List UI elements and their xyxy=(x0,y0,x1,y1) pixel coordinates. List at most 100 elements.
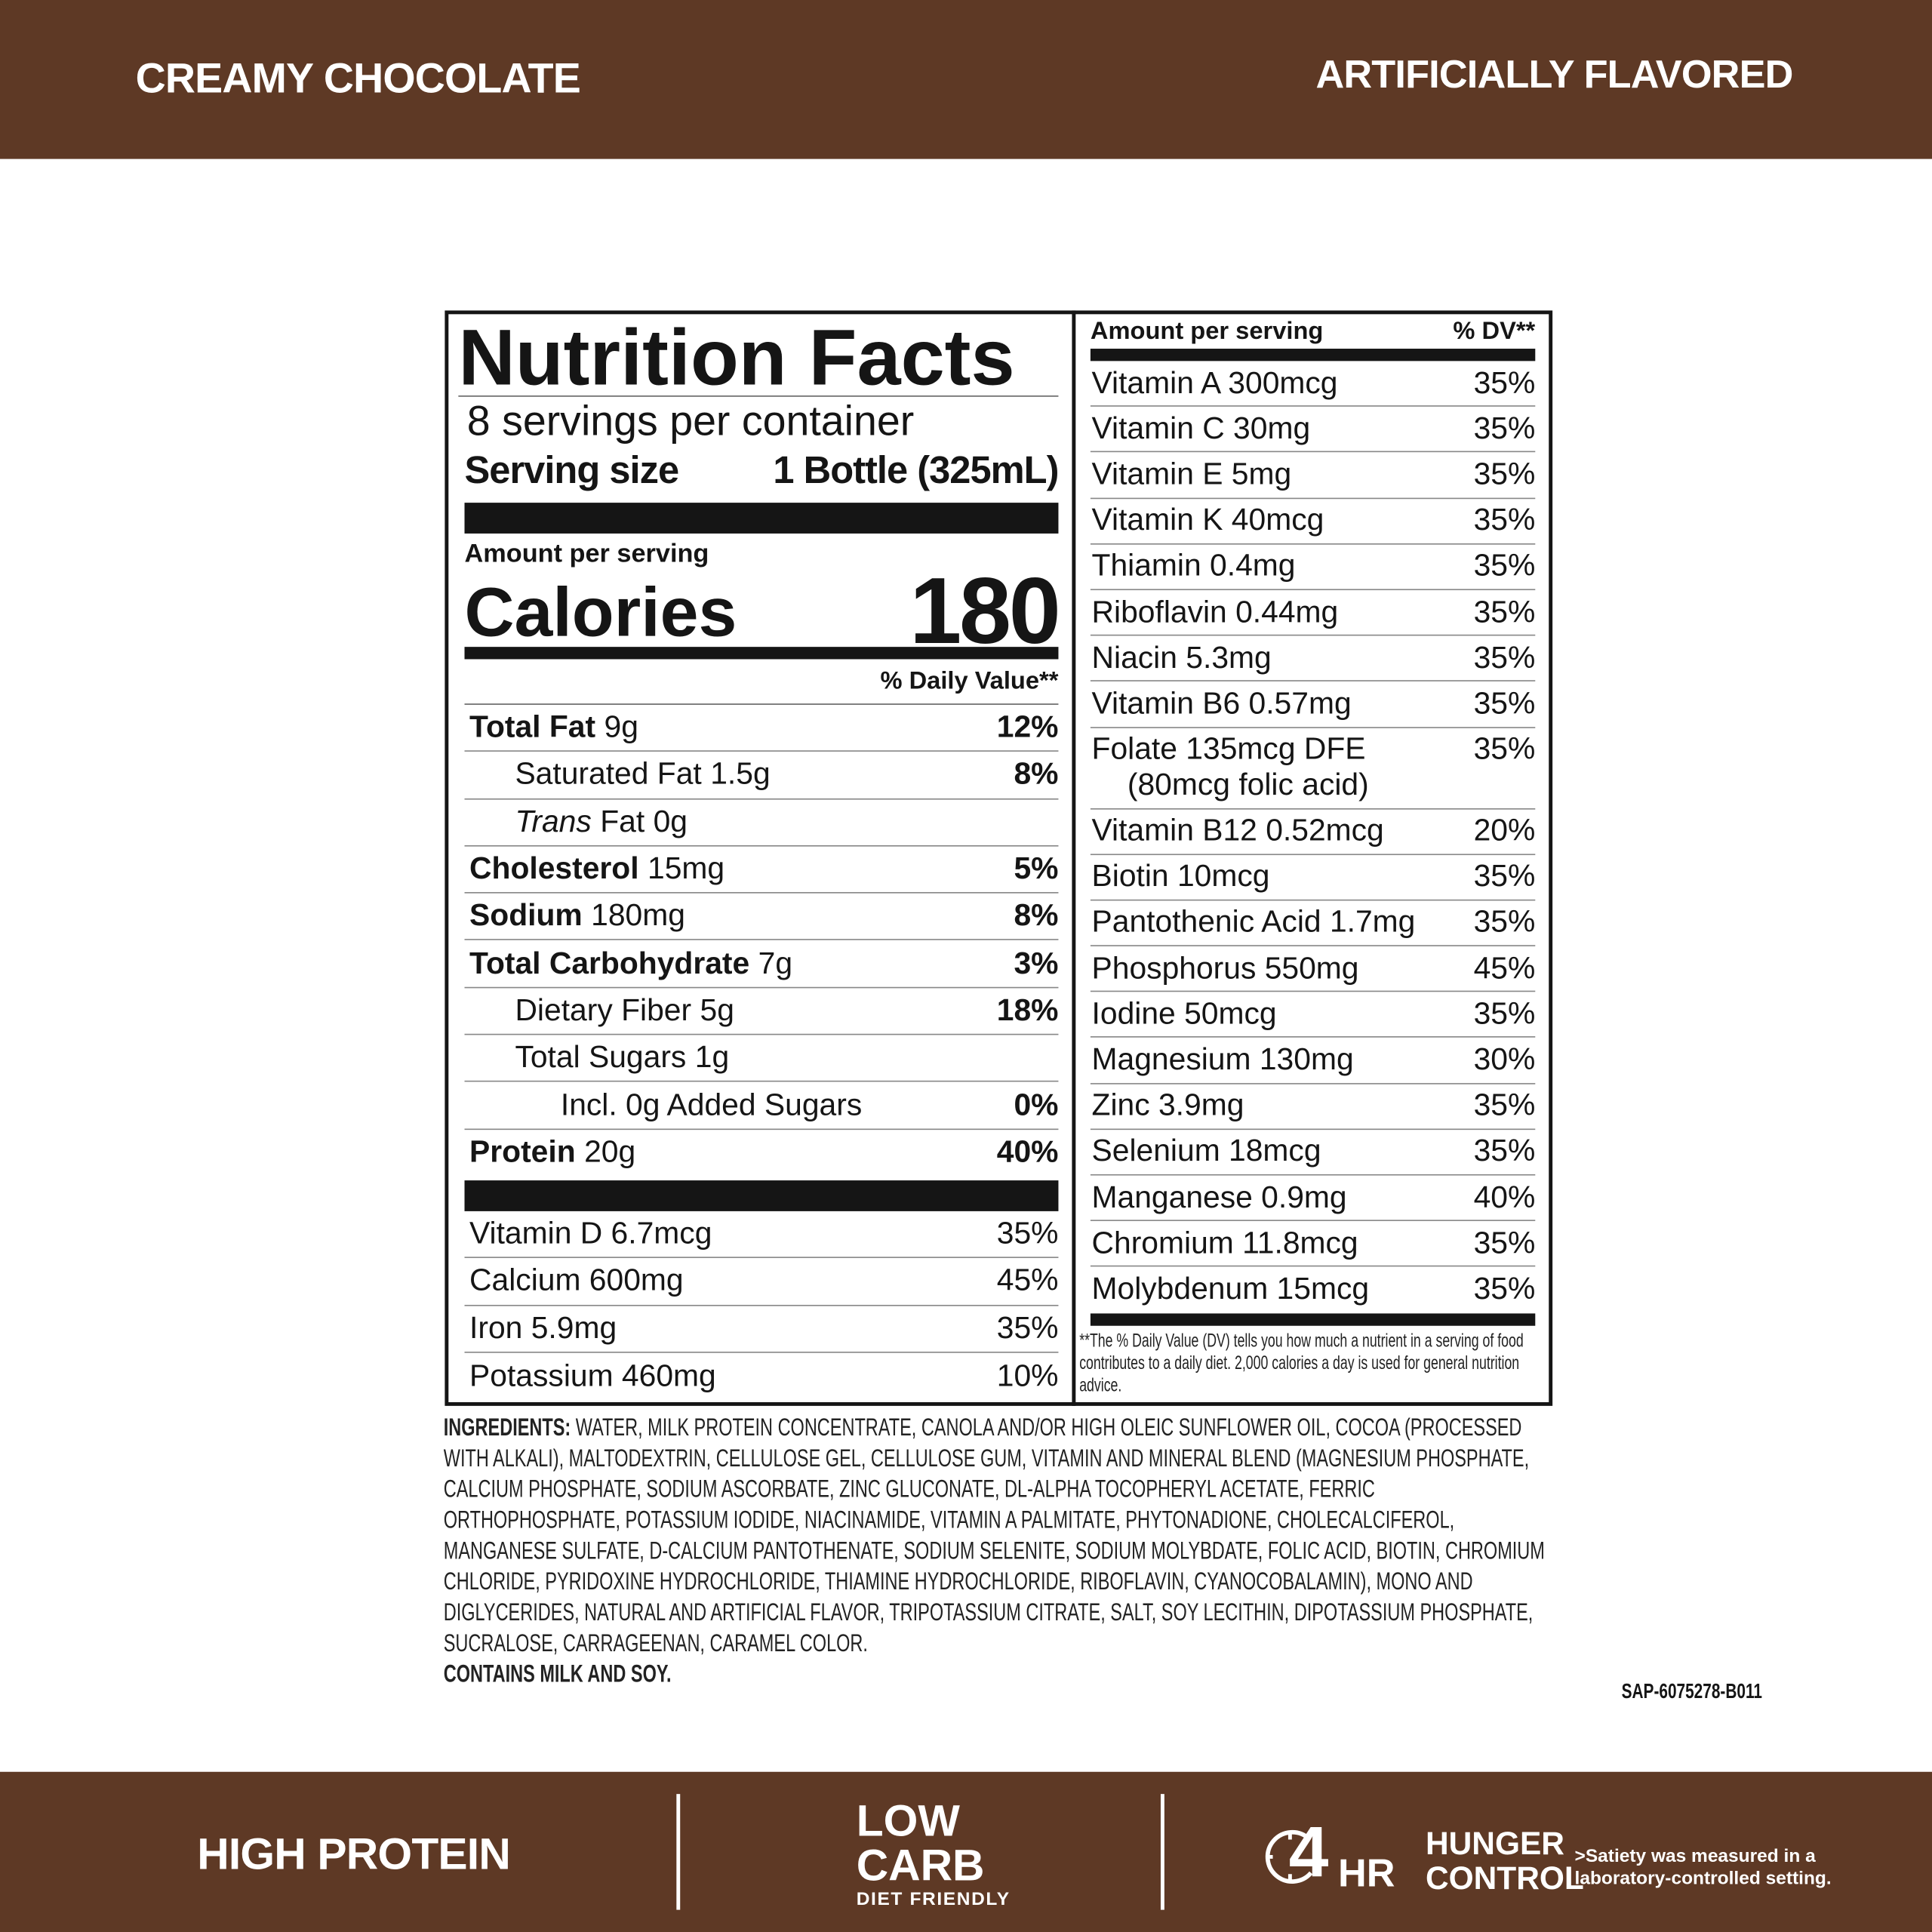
nutrient-dv: 12% xyxy=(996,709,1059,745)
micronutrient-row: Vitamin K 40mcg 35% xyxy=(1090,499,1536,545)
ingredients-text: WATER, MILK PROTEIN CONCENTRATE, CANOLA … xyxy=(443,1414,1545,1657)
control: CONTROL xyxy=(1425,1859,1584,1897)
satiety-note: >Satiety was measured in a laboratory-co… xyxy=(1575,1846,1832,1890)
vitamin-dv: 45% xyxy=(996,1263,1059,1298)
right-header: Amount per serving % DV** xyxy=(1091,315,1535,347)
nutrient-name: Protein xyxy=(469,1135,576,1170)
micronutrient-name: Phosphorus 550mg xyxy=(1091,950,1359,986)
nutrient-amount: 5g xyxy=(700,992,734,1028)
nutrient-amount: 0g xyxy=(653,804,688,839)
clock-icon xyxy=(1265,1829,1313,1884)
micronutrient-dv: 35% xyxy=(1473,1134,1536,1169)
micronutrient-row: Niacin 5.3mg 35% xyxy=(1090,636,1536,682)
vitamin-rows: Vitamin D 6.7mcg 35% Calcium 600mg 45% Iron … xyxy=(464,1211,1059,1400)
nutrient-row: Total Carbohydrate 7g 3% xyxy=(464,941,1059,989)
serving-size: 1 Bottle (325mL) xyxy=(773,448,1059,492)
hunger: HUNGER xyxy=(1425,1824,1564,1862)
nutrient-label: Dietary Fiber 5g xyxy=(515,993,734,1029)
micronutrient-row: Pantothenic Acid 1.7mg 35% xyxy=(1090,900,1536,946)
micronutrient-label: Thiamin 0.4mg xyxy=(1092,549,1296,584)
micronutrient-label: Vitamin B6 0.57mg xyxy=(1092,686,1352,721)
vitamin-name: Potassium 460mg xyxy=(469,1358,716,1393)
satiety-line: laboratory-controlled setting. xyxy=(1574,1868,1832,1889)
micronutrient-row: Zinc 3.9mg 35% xyxy=(1090,1084,1536,1130)
nutrient-rows: Total Fat 9g 12% Saturated Fat 1.5g 8% Trans Fa… xyxy=(464,705,1059,1177)
nutrient-row: Incl. 0g Added Sugars 0% xyxy=(464,1082,1059,1130)
calories-label: Calories xyxy=(464,572,737,651)
micronutrient-label: Pantothenic Acid 1.7mg xyxy=(1092,905,1416,940)
allergens: CONTAINS MILK AND SOY. xyxy=(443,1660,672,1688)
micronutrient-dv: 35% xyxy=(1473,1272,1536,1307)
micronutrient-dv: 35% xyxy=(1473,365,1536,400)
nutrient-label: Cholesterol 15mg xyxy=(469,851,724,887)
thick-bar xyxy=(464,1180,1059,1211)
column-divider xyxy=(1072,310,1076,1406)
micronutrient-name: Vitamin K 40mcg xyxy=(1091,503,1324,538)
vitamin-row: Potassium 460mg 10% xyxy=(465,1352,1059,1400)
micronutrient-label: Biotin 10mcg xyxy=(1092,859,1270,894)
nutrient-row: Total Sugars 1g xyxy=(464,1035,1059,1083)
vitamin-dv: 10% xyxy=(996,1358,1059,1393)
vitamin-dv: 35% xyxy=(996,1216,1059,1251)
calories-value: 180 xyxy=(909,558,1061,664)
vitamin-row: Iron 5.9mg 35% xyxy=(464,1306,1059,1353)
micronutrient-name: Vitamin B12 0.52mcg xyxy=(1091,813,1384,848)
micronutrient-name: Vitamin C 30mg xyxy=(1091,411,1311,446)
vitamin-name: Calcium 600mg xyxy=(469,1263,684,1298)
vitamin-row: Calcium 600mg 45% xyxy=(464,1258,1059,1306)
micronutrient-label: Chromium 11.8mcg xyxy=(1092,1226,1358,1261)
label-title: Nutrition Facts xyxy=(458,318,1059,397)
micronutrient-row: Vitamin C 30mg 35% xyxy=(1090,407,1536,453)
micronutrient-dv: 20% xyxy=(1473,813,1536,848)
micronutrient-name: Vitamin A 300mcg xyxy=(1091,365,1338,400)
nutrient-row: Trans Fat 0g xyxy=(464,799,1059,847)
nutrient-dv: 0% xyxy=(1014,1087,1059,1122)
vitamin-dv: 35% xyxy=(996,1310,1059,1346)
micronutrient-name: Riboflavin 0.44mg xyxy=(1091,594,1339,629)
micronutrient-name: Vitamin B6 0.57mg xyxy=(1091,686,1352,721)
amount-per-serving: Amount per serving xyxy=(464,540,709,568)
micronutrient-dv: 45% xyxy=(1473,950,1536,986)
micronutrient-name: Vitamin E 5mg xyxy=(1091,457,1292,492)
calories-row: Calories 180 xyxy=(465,558,1061,663)
micronutrient-label: Vitamin E 5mg xyxy=(1092,457,1292,493)
micronutrient-label: Phosphorus 550mg xyxy=(1092,951,1359,986)
header-band: CREAMY CHOCOLATE ARTIFICIALLY FLAVORED xyxy=(0,0,1932,159)
medium-bar xyxy=(1090,349,1536,361)
thick-bar xyxy=(464,503,1059,534)
micronutrient-name: Selenium 18mcg xyxy=(1091,1134,1321,1169)
micronutrient-name: Biotin 10mcg xyxy=(1091,859,1270,894)
serving-size-label: Serving size xyxy=(464,448,680,492)
left-column: Nutrition Facts 8 servings per container… xyxy=(458,318,1061,1400)
micronutrient-label: Iodine 50mcg xyxy=(1092,997,1277,1032)
nutrient-label: Protein 20g xyxy=(469,1135,635,1171)
nutrient-amount: 9g xyxy=(604,709,638,745)
nutrient-row: Cholesterol 15mg 5% xyxy=(464,846,1059,894)
micronutrient-dv: 35% xyxy=(1473,594,1536,629)
micronutrient-name: Iodine 50mcg xyxy=(1091,996,1277,1032)
nutrient-row: Total Fat 9g 12% xyxy=(464,705,1059,752)
micronutrient-row: Selenium 18mcg 35% xyxy=(1090,1130,1536,1176)
nutrient-name: Incl. 0g Added Sugars xyxy=(560,1087,863,1122)
micronutrient-row: Folate 135mcg DFE (80mcg folic acid) 35% xyxy=(1090,728,1536,809)
micronutrient-dv: 35% xyxy=(1473,731,1536,766)
nutrient-label: Sodium 180mg xyxy=(469,899,685,934)
micronutrient-label: Vitamin B12 0.52mcg xyxy=(1092,814,1384,849)
satiety-line: >Satiety was measured in a xyxy=(1574,1845,1816,1867)
micronutrient-row: Thiamin 0.4mg 35% xyxy=(1090,544,1536,590)
micronutrient-dv: 40% xyxy=(1473,1180,1536,1215)
right-column: Amount per serving % DV** Vitamin A 300m… xyxy=(1090,315,1536,1326)
micronutrient-label: Manganese 0.9mg xyxy=(1092,1180,1347,1215)
micronutrient-note: (80mcg folic acid) xyxy=(1127,767,1369,802)
product-name: CREAMY CHOCOLATE xyxy=(135,55,581,103)
micronutrient-row: Vitamin B6 0.57mg 35% xyxy=(1090,681,1536,728)
micronutrient-row: Chromium 11.8mcg 35% xyxy=(1090,1221,1536,1267)
micronutrient-row: Biotin 10mcg 35% xyxy=(1090,855,1536,901)
micronutrient-row: Manganese 0.9mg 40% xyxy=(1090,1176,1536,1222)
micronutrient-dv: 35% xyxy=(1473,503,1536,538)
micronutrient-row: Vitamin A 300mcg 35% xyxy=(1090,361,1536,408)
carb: CARB xyxy=(856,1839,985,1890)
nutrient-label: Total Carbohydrate 7g xyxy=(469,946,792,981)
